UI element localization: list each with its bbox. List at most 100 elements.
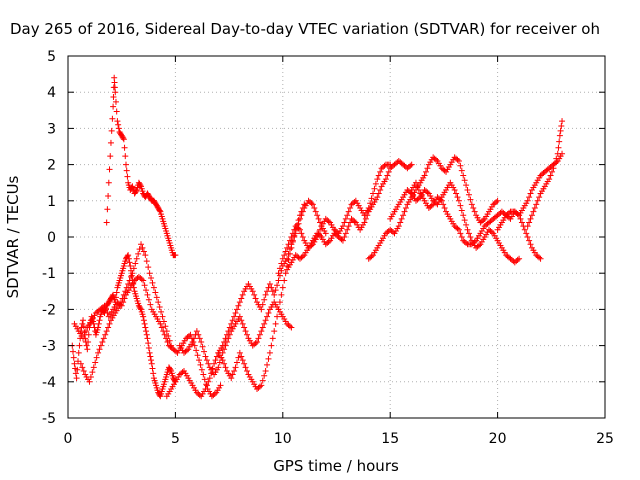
data-point xyxy=(129,270,136,277)
data-point xyxy=(421,172,428,179)
data-point xyxy=(249,288,256,295)
data-point xyxy=(198,338,205,345)
data-point xyxy=(264,361,271,368)
data-point xyxy=(179,369,186,376)
data-point xyxy=(381,162,388,169)
data-point xyxy=(96,346,103,353)
data-point xyxy=(266,281,273,288)
data-point xyxy=(488,229,495,236)
data-point xyxy=(189,338,196,345)
data-point xyxy=(424,189,431,196)
data-point xyxy=(556,138,563,145)
data-point xyxy=(317,232,324,239)
data-point xyxy=(71,360,78,367)
data-point xyxy=(423,168,429,175)
data-point xyxy=(464,226,471,233)
data-point xyxy=(524,234,531,240)
data-point xyxy=(77,360,84,367)
data-point xyxy=(458,234,465,240)
data-point xyxy=(362,215,369,222)
data-point xyxy=(275,277,282,284)
data-point xyxy=(125,281,132,288)
data-point xyxy=(374,194,381,201)
data-point xyxy=(463,221,470,228)
data-point xyxy=(455,226,462,233)
data-point xyxy=(236,349,243,356)
data-point xyxy=(453,190,460,197)
x-tick-label: 15 xyxy=(381,431,399,447)
data-point xyxy=(317,219,324,226)
data-point xyxy=(514,211,521,218)
data-point xyxy=(155,299,162,306)
data-point xyxy=(157,320,164,327)
data-point xyxy=(454,225,461,232)
data-point xyxy=(149,365,156,372)
data-point xyxy=(284,244,291,251)
data-point xyxy=(470,205,477,212)
data-point xyxy=(468,201,475,208)
data-point xyxy=(556,132,563,139)
chart-title: Day 265 of 2016, Sidereal Day-to-day VTE… xyxy=(10,20,600,38)
data-point xyxy=(120,291,127,298)
data-point xyxy=(342,230,349,237)
data-point xyxy=(514,256,521,263)
data-point xyxy=(286,246,293,253)
data-point xyxy=(296,226,303,233)
data-point xyxy=(471,208,478,215)
data-point xyxy=(367,200,374,207)
data-point xyxy=(295,225,302,232)
data-point xyxy=(274,282,281,289)
data-point xyxy=(265,355,272,362)
data-point xyxy=(126,259,133,266)
data-point xyxy=(465,230,472,237)
x-axis-label: GPS time / hours xyxy=(273,457,399,475)
data-point xyxy=(115,121,122,128)
data-point xyxy=(308,200,315,207)
data-point xyxy=(122,161,129,168)
data-point xyxy=(261,296,268,303)
data-point xyxy=(101,302,108,309)
data-point xyxy=(167,366,174,373)
data-point xyxy=(138,241,145,248)
data-point xyxy=(123,284,130,291)
data-point xyxy=(215,364,222,371)
data-point xyxy=(494,197,501,204)
data-point xyxy=(106,320,113,327)
data-point xyxy=(282,248,289,255)
data-point xyxy=(150,370,157,377)
data-point xyxy=(279,284,286,291)
data-point xyxy=(140,277,147,284)
data-point xyxy=(370,190,377,197)
data-point xyxy=(119,295,126,302)
data-point xyxy=(158,324,165,331)
data-point xyxy=(139,244,146,251)
data-point xyxy=(480,217,487,224)
data-point xyxy=(371,185,378,192)
data-point xyxy=(440,201,447,208)
data-point xyxy=(102,331,109,338)
data-point xyxy=(351,218,358,225)
data-point xyxy=(266,349,273,356)
data-point xyxy=(137,182,144,189)
data-point xyxy=(461,217,468,224)
data-point xyxy=(345,208,352,215)
data-point xyxy=(342,215,349,222)
data-point xyxy=(242,328,249,335)
data-point xyxy=(120,135,127,142)
data-point xyxy=(140,313,147,320)
data-point xyxy=(241,324,248,331)
data-point xyxy=(558,122,565,129)
data-point xyxy=(264,313,271,320)
data-point xyxy=(457,230,464,237)
data-point xyxy=(559,118,566,125)
data-point xyxy=(221,346,228,353)
data-point xyxy=(390,229,397,236)
data-point xyxy=(142,252,149,259)
data-point xyxy=(276,299,283,306)
data-point xyxy=(233,359,240,366)
data-point xyxy=(153,294,160,301)
data-point xyxy=(262,367,269,374)
data-point xyxy=(211,390,218,397)
data-point xyxy=(311,205,318,212)
data-point xyxy=(90,364,97,371)
